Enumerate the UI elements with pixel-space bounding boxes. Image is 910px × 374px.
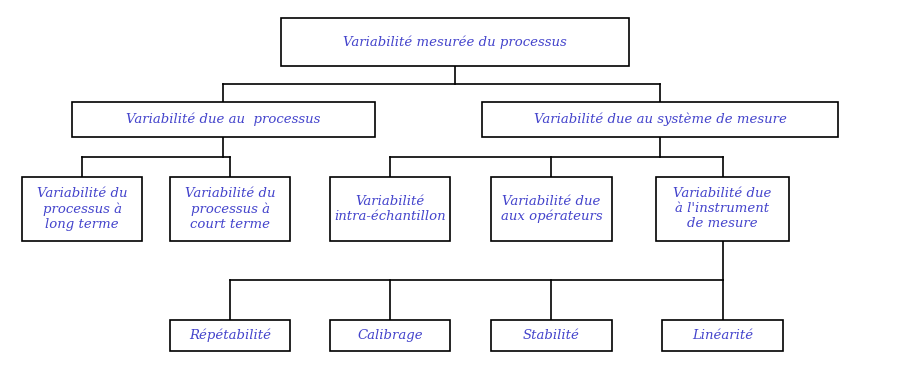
FancyBboxPatch shape <box>22 177 143 241</box>
Text: Stabilité: Stabilité <box>523 329 580 342</box>
FancyBboxPatch shape <box>491 320 612 351</box>
Text: Variabilité du
processus à
court terme: Variabilité du processus à court terme <box>185 187 276 231</box>
Text: Variabilité due
aux opérateurs: Variabilité due aux opérateurs <box>501 195 602 223</box>
Text: Répétabilité: Répétabilité <box>189 329 271 342</box>
FancyBboxPatch shape <box>662 320 783 351</box>
Text: Variabilité
intra-échantillon: Variabilité intra-échantillon <box>334 195 446 223</box>
Text: Variabilité due au  processus: Variabilité due au processus <box>126 113 320 126</box>
Text: Variabilité mesurée du processus: Variabilité mesurée du processus <box>343 36 567 49</box>
FancyBboxPatch shape <box>329 177 450 241</box>
Text: Variabilité du
processus à
long terme: Variabilité du processus à long terme <box>37 187 127 231</box>
FancyBboxPatch shape <box>170 320 290 351</box>
FancyBboxPatch shape <box>170 177 290 241</box>
Text: Variabilité due au système de mesure: Variabilité due au système de mesure <box>533 113 786 126</box>
FancyBboxPatch shape <box>481 102 838 137</box>
FancyBboxPatch shape <box>72 102 375 137</box>
FancyBboxPatch shape <box>281 18 629 66</box>
Text: Linéarité: Linéarité <box>692 329 753 342</box>
Text: Calibrage: Calibrage <box>357 329 423 342</box>
FancyBboxPatch shape <box>491 177 612 241</box>
Text: Variabilité due
à l'instrument
de mesure: Variabilité due à l'instrument de mesure <box>673 187 772 230</box>
FancyBboxPatch shape <box>329 320 450 351</box>
FancyBboxPatch shape <box>656 177 790 241</box>
